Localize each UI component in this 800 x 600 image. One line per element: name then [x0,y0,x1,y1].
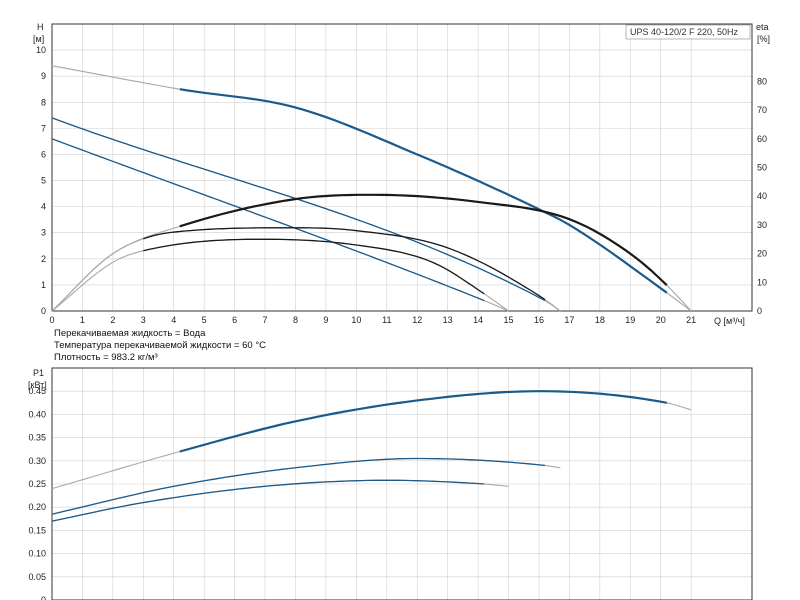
top-chart-frame [51,23,753,312]
y2-tick-label: 20 [757,249,767,259]
y-tick-label: 5 [41,176,46,186]
power-tick-label: 0.35 [28,433,46,443]
x-tick-label: 4 [171,315,176,325]
y2-tick-label: 40 [757,191,767,201]
note-liquid: Перекачиваемая жидкость = Вода [54,328,206,339]
x-axis-label: Q [м³/ч] [714,316,745,326]
x-tick-label: 21 [686,315,696,325]
x-tick-label: 1 [80,315,85,325]
power-tick-label: 0.40 [28,409,46,419]
x-tick-label: 19 [625,315,635,325]
right-axis-label: eta [756,22,769,32]
head-curve-speed-2-line [51,117,546,302]
head-curve-speed-2-extension [51,117,561,312]
x-tick-label: 14 [473,315,483,325]
bottom-y-tick-labels: 0 0.05 0.10 0.15 0.20 0.25 0.30 0.35 0.40 0.45 [28,386,46,600]
power-axis-label: P1 [33,368,44,378]
y-tick-label: 1 [41,280,46,290]
x-tick-label: 8 [293,315,298,325]
x-tick-label: 6 [232,315,237,325]
top-x-tick-labels: 0 1 2 3 4 5 6 7 8 9 10 11 12 13 14 15 16 17 18 19 20 21 [49,315,696,325]
y2-tick-label: 30 [757,220,767,230]
power-tick-label: 0.20 [28,502,46,512]
power-curve-speed-1-line [179,390,668,453]
x-tick-label: 3 [141,315,146,325]
right-axis-unit: [%] [757,34,770,44]
efficiency-curve-speed-1-line [179,193,668,286]
efficiency-curve-speed-2-line [143,227,546,301]
power-tick-label: 0.15 [28,525,46,535]
note-temperature: Температура перекачиваемой жидкости = 60… [54,340,266,351]
x-tick-label: 7 [263,315,268,325]
top-y2-tick-labels: 0 10 20 30 40 50 60 70 80 [757,76,767,316]
power-tick-label: 0.30 [28,456,46,466]
power-tick-label: 0.45 [28,386,46,396]
x-tick-label: 18 [595,315,605,325]
power-tick-label: 0 [41,595,46,600]
y2-tick-label: 0 [757,306,762,316]
y-tick-label: 8 [41,97,46,107]
power-axis-unit: [кВт] [28,380,47,390]
x-tick-label: 11 [382,315,391,325]
efficiency-curve-speed-3-line [143,238,485,295]
power-curve-speed-1-extension [51,390,692,490]
head-curve-speed-1-line [179,88,668,294]
x-tick-label: 10 [351,315,361,325]
power-tick-label: 0.10 [28,549,46,559]
y-tick-label: 3 [41,228,46,238]
bottom-chart-frame [51,367,753,600]
x-tick-label: 20 [656,315,666,325]
x-tick-label: 15 [504,315,514,325]
y2-tick-label: 80 [757,76,767,86]
left-axis-label: H [37,22,44,32]
legend-box [625,24,751,40]
legend-text: UPS 40-120/2 F 220, 50Hz [630,27,739,37]
bottom-chart-series [51,390,692,522]
power-tick-label: 0.05 [28,572,46,582]
power-curve-speed-2-line [51,457,546,515]
top-y-tick-labels: 0 1 2 3 4 5 6 7 8 9 10 [36,45,46,316]
y-tick-label: 10 [36,45,46,55]
power-curve-speed-3-line [51,479,485,522]
x-tick-label: 9 [323,315,328,325]
y-tick-label: 9 [41,71,46,81]
y2-tick-label: 10 [757,277,767,287]
x-tick-label: 13 [443,315,453,325]
efficiency-curve-speed-3-extension [51,238,509,312]
bottom-chart-grid [51,368,752,600]
x-tick-label: 2 [110,315,115,325]
y2-tick-label: 60 [757,134,767,144]
x-tick-label: 5 [202,315,207,325]
y-tick-label: 6 [41,149,46,159]
y-tick-label: 7 [41,123,46,133]
top-chart-series [51,65,692,312]
note-density: Плотность = 983.2 кг/м³ [54,352,158,363]
y-tick-label: 2 [41,254,46,264]
y-tick-label: 0 [41,306,46,316]
left-axis-unit: [м] [33,34,44,44]
head-curve-speed-3-line [51,138,485,302]
y-tick-label: 4 [41,202,46,212]
x-tick-label: 12 [412,315,422,325]
y2-tick-label: 70 [757,105,767,115]
x-tick-label: 0 [49,315,54,325]
efficiency-curve-speed-1-extension [51,194,692,312]
x-tick-label: 16 [534,315,544,325]
x-tick-label: 17 [564,315,574,325]
y2-tick-label: 50 [757,163,767,173]
power-curve-speed-3-extension [51,479,509,522]
power-tick-label: 0.25 [28,479,46,489]
